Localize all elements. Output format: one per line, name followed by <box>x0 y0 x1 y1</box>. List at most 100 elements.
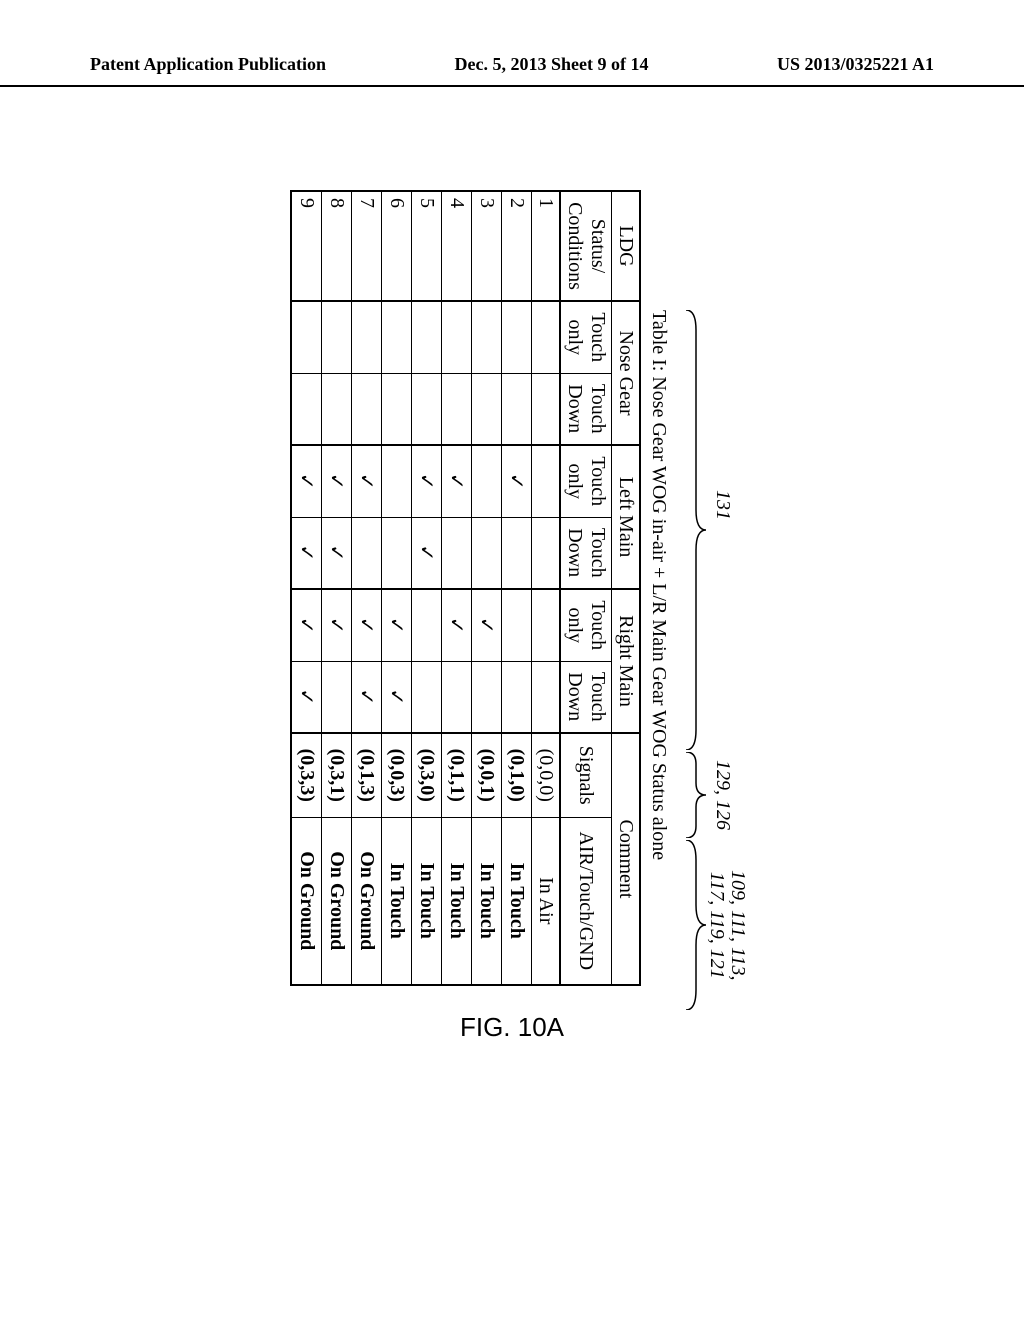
table-cell: ✓ <box>352 661 382 733</box>
th-signals: Signals <box>560 733 612 817</box>
table-row: 7✓✓✓(0,1,3)On Ground <box>352 191 382 985</box>
th-rm-touch-only: Touch only <box>560 589 612 661</box>
table-cell <box>382 301 412 373</box>
table-cell: ✓ <box>352 589 382 661</box>
table-caption: Table I: Nose Gear WOG in-air + L/R Main… <box>647 190 670 1090</box>
table-cell <box>352 517 382 589</box>
table-cell: ✓ <box>291 445 322 517</box>
table-cell: 7 <box>352 191 382 301</box>
table-cell: In Touch <box>502 817 532 985</box>
table-row: 6✓✓(0,0,3)In Touch <box>382 191 412 985</box>
table-cell <box>502 661 532 733</box>
th-lm-touch-down: Touch Down <box>560 517 612 589</box>
table-cell: (0,3,3) <box>291 733 322 817</box>
table-cell <box>502 301 532 373</box>
table-cell: 6 <box>382 191 412 301</box>
table-cell <box>291 301 322 373</box>
table-cell <box>412 373 442 445</box>
th-right-main: Right Main <box>612 589 641 733</box>
table-cell <box>532 373 561 445</box>
table-cell <box>322 373 352 445</box>
brace-label-129: 129, 126 <box>711 760 734 830</box>
wog-table: LDG Nose Gear Left Main Right Main Comme… <box>290 190 641 986</box>
table-cell: (0,0,3) <box>382 733 412 817</box>
table-cell <box>532 661 561 733</box>
brace-label-131: 131 <box>711 490 734 520</box>
table-row: 1(0,0,0)In Air <box>532 191 561 985</box>
table-cell <box>442 517 472 589</box>
table-cell: ✓ <box>352 445 382 517</box>
table-row: 5 ✓✓ (0,3,0)In Touch <box>412 191 442 985</box>
brace-131-icon <box>682 310 710 750</box>
th-rm-touch-down: Touch Down <box>560 661 612 733</box>
table-cell: ✓ <box>382 589 412 661</box>
table-cell: In Touch <box>382 817 412 985</box>
th-lm-touch-only: Touch only <box>560 445 612 517</box>
table-row: 2 ✓ (0,1,0)In Touch <box>502 191 532 985</box>
th-ng-touch-down: Touch Down <box>560 373 612 445</box>
brace-129-icon <box>682 752 710 838</box>
table-cell <box>412 589 442 661</box>
table-cell: On Ground <box>291 817 322 985</box>
table-row: 4 ✓ ✓ (0,1,1)In Touch <box>442 191 472 985</box>
table-cell: (0,1,0) <box>502 733 532 817</box>
table-cell: 2 <box>502 191 532 301</box>
table-cell: On Ground <box>322 817 352 985</box>
table-cell <box>352 301 382 373</box>
th-status-conditions: Status/ Conditions <box>560 191 612 301</box>
table-cell: ✓ <box>291 661 322 733</box>
table-cell: In Touch <box>412 817 442 985</box>
table-cell: (0,3,1) <box>322 733 352 817</box>
table-cell <box>322 661 352 733</box>
table-row: 3 ✓ (0,0,1)In Touch <box>472 191 502 985</box>
table-cell: 9 <box>291 191 322 301</box>
table-cell: (0,0,0) <box>532 733 561 817</box>
table-cell: On Ground <box>352 817 382 985</box>
table-row: 9✓✓✓✓(0,3,3)On Ground <box>291 191 322 985</box>
table-cell: ✓ <box>412 517 442 589</box>
table-cell: 4 <box>442 191 472 301</box>
brace-label-109: 109, 111, 113, 117, 119, 121 <box>706 870 748 981</box>
table-cell: ✓ <box>322 445 352 517</box>
table-cell: 5 <box>412 191 442 301</box>
table-cell: ✓ <box>322 517 352 589</box>
th-nose-gear: Nose Gear <box>612 301 641 445</box>
header-center: Dec. 5, 2013 Sheet 9 of 14 <box>455 54 649 75</box>
table-cell <box>532 301 561 373</box>
table-cell <box>532 517 561 589</box>
table-cell <box>502 373 532 445</box>
table-cell: 3 <box>472 191 502 301</box>
table-cell: ✓ <box>412 445 442 517</box>
table-cell: (0,1,3) <box>352 733 382 817</box>
table-cell <box>352 373 382 445</box>
table-cell <box>502 589 532 661</box>
brace-109-icon <box>682 840 710 1010</box>
table-cell: In Touch <box>472 817 502 985</box>
table-cell: (0,1,1) <box>442 733 472 817</box>
table-cell: ✓ <box>442 589 472 661</box>
table-cell: ✓ <box>442 445 472 517</box>
table-cell <box>532 589 561 661</box>
table-cell <box>412 661 442 733</box>
table-cell: (0,0,1) <box>472 733 502 817</box>
th-ng-touch-only: Touch only <box>560 301 612 373</box>
table-cell: (0,3,0) <box>412 733 442 817</box>
table-cell <box>442 301 472 373</box>
table-cell: ✓ <box>322 589 352 661</box>
rotated-content: 131 129, 126 109, 111, 113, 117, 119, 12… <box>290 190 734 1090</box>
th-left-main: Left Main <box>612 445 641 589</box>
table-cell: 1 <box>532 191 561 301</box>
page: Patent Application Publication Dec. 5, 2… <box>0 0 1024 1320</box>
table-cell <box>472 373 502 445</box>
table-cell: ✓ <box>291 517 322 589</box>
table-cell <box>472 445 502 517</box>
table-cell: ✓ <box>502 445 532 517</box>
header-right: US 2013/0325221 A1 <box>777 54 934 75</box>
th-air-touch-gnd: AIR/Touch/GND <box>560 817 612 985</box>
table-cell <box>472 517 502 589</box>
table-cell <box>322 301 352 373</box>
table-cell: ✓ <box>472 589 502 661</box>
table-cell <box>382 445 412 517</box>
table-cell: In Touch <box>442 817 472 985</box>
th-ldg: LDG <box>612 191 641 301</box>
